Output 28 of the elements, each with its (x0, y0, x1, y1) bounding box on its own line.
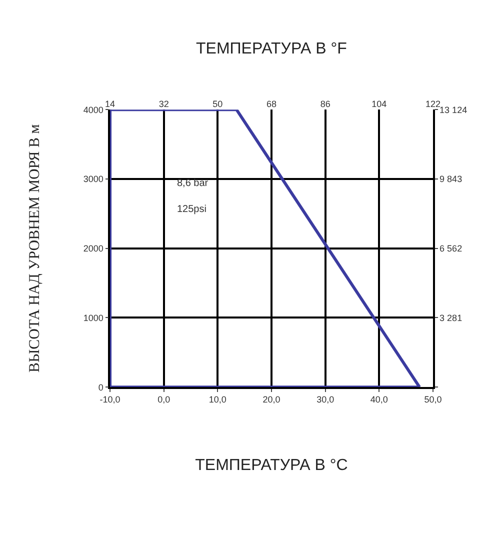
y-tick-label: 1000 (83, 312, 104, 323)
x2-tick-label: 14 (104, 98, 116, 109)
x-tick-label: 10,0 (208, 394, 226, 405)
y-tick-label: 2000 (83, 244, 104, 254)
y-tick-label: 4000 (83, 104, 104, 115)
x2-axis-title: ТЕМПЕРАТУРА В °F (196, 40, 348, 58)
x2-tick-label: 68 (266, 98, 277, 109)
x2-tick-label: 86 (320, 98, 330, 109)
annotation: 125psi (177, 204, 206, 215)
y2-tick-label: 9 843 (440, 174, 462, 184)
x2-tick-label: 104 (372, 98, 387, 109)
x-tick-label: 0,0 (158, 394, 170, 405)
y-axis-title: ВЫСОТА НАД УРОВНЕМ МОРЯ В м (27, 124, 44, 372)
x-tick-label: 30,0 (316, 394, 334, 405)
x2-tick-label: 50 (212, 98, 223, 109)
x-axis-title: ТЕМПЕРАТУРА В °C (195, 456, 348, 474)
y2-tick-label: 3 281 (440, 312, 462, 323)
x-tick-label: 50,0 (424, 394, 442, 405)
y-tick-label: 0 (98, 382, 104, 392)
x-tick-label: 40,0 (370, 394, 388, 405)
x-tick-label: -10,0 (100, 394, 120, 405)
y2-tick-label: 6 562 (440, 244, 462, 254)
x2-tick-label: 32 (158, 98, 169, 109)
x2-tick-label: 122 (425, 98, 441, 109)
x-tick-label: 20,0 (262, 394, 280, 405)
annotation: 8,6 bar (177, 178, 209, 189)
y-tick-label: 3000 (83, 174, 104, 184)
y2-tick-label: 13 124 (440, 104, 468, 115)
